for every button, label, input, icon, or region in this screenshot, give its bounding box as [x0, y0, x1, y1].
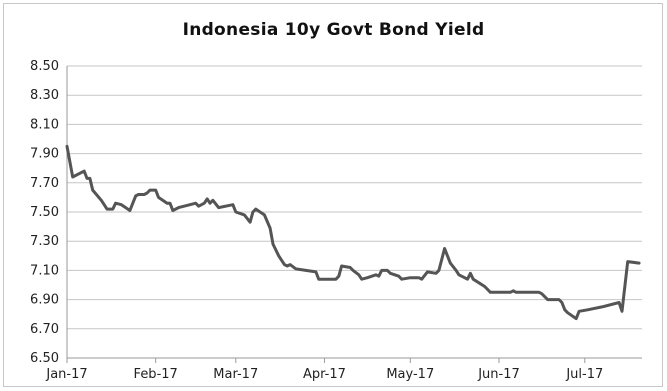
series-group: [65, 144, 641, 321]
x-tick-label: Apr-17: [303, 367, 346, 382]
y-tick-label: 7.10: [30, 263, 59, 278]
x-tick-label: Feb-17: [134, 367, 178, 382]
y-axis-ticks: 8.50 8.30 8.10 7.90 7.70 7.50 7.30 7.10 6.90 6.70…: [30, 59, 59, 366]
y-tick-label: 8.50: [30, 59, 59, 74]
y-tick-label: 7.70: [30, 176, 59, 191]
chart-frame: [3, 3, 663, 387]
y-tick-label: 7.30: [30, 234, 59, 249]
y-tick-label: 6.90: [30, 293, 59, 308]
y-tick-label: 6.50: [30, 351, 59, 366]
x-tick-label: May-17: [386, 367, 434, 382]
series-line: [65, 144, 641, 321]
y-tick-label: 7.50: [30, 205, 59, 220]
x-axis-ticks: Jan-17 Feb-17 Mar-17 Apr-17 May-17 Jun-17 Jul-…: [45, 358, 603, 382]
x-tick-label: Jul-17: [565, 367, 603, 382]
y-tick-label: 8.10: [30, 117, 59, 132]
gridlines: [66, 65, 642, 359]
y-tick-label: 6.70: [30, 322, 59, 337]
x-tick-label: Mar-17: [213, 367, 258, 382]
x-tick-label: Jun-17: [477, 367, 520, 382]
y-tick-label: 8.30: [30, 88, 59, 103]
y-tick-label: 7.90: [30, 147, 59, 162]
x-tick-label: Jan-17: [45, 367, 87, 382]
chart-title: Indonesia 10y Govt Bond Yield: [182, 20, 485, 40]
